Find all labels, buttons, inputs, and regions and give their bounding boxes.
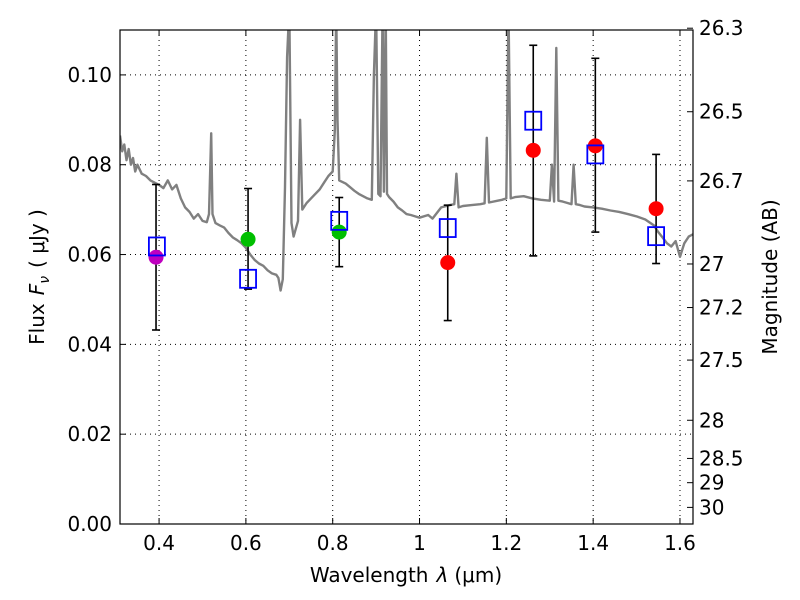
- y2-tick-label: 26.7: [699, 169, 744, 193]
- y-tick-label: 0.06: [67, 243, 112, 267]
- x-tick-label: 0.6: [230, 531, 262, 555]
- y-tick-label: 0.00: [67, 512, 112, 536]
- observed-point: [440, 255, 456, 271]
- spectrum-layer: [120, 30, 693, 292]
- x-tick-label: 0.4: [143, 531, 175, 555]
- y2-tick-label: 27: [699, 252, 724, 276]
- y2-tick-label: 28: [699, 408, 724, 432]
- y2-tick-label: 27.5: [699, 348, 744, 372]
- x-tick-label: 1.2: [490, 531, 522, 555]
- model-point: [330, 210, 349, 231]
- x-tick-label: 1.4: [577, 531, 609, 555]
- observed-point: [148, 249, 164, 265]
- y2-tick-label: 29: [699, 471, 724, 495]
- model-point: [647, 226, 666, 247]
- observed-point: [240, 231, 256, 247]
- y-tick-label: 0.02: [67, 422, 112, 446]
- x-tick-label: 1: [413, 531, 426, 555]
- model-points-layer: [147, 110, 666, 289]
- observed-point: [331, 224, 347, 240]
- x-axis-label: Wavelength λ (μm): [310, 563, 502, 587]
- observed-point: [648, 201, 664, 217]
- model-point: [586, 144, 605, 165]
- axis-ticks: 0.4 0.6 0.8 1 1.2 1.4 1.6 0.00 0.02 0.04 0.06 0.08 0…: [67, 16, 743, 555]
- model-point: [147, 236, 166, 257]
- y-tick-label: 0.10: [67, 63, 112, 87]
- x-tick-label: 1.6: [664, 531, 696, 555]
- y2-tick-label: 28.5: [699, 446, 744, 470]
- y-tick-label: 0.08: [67, 153, 112, 177]
- observed-point: [525, 142, 541, 158]
- y2-tick-label: 26.3: [699, 16, 744, 40]
- y2-axis-label: Magnitude (AB): [758, 199, 782, 354]
- y2-tick-label: 26.5: [699, 100, 744, 124]
- y2-tick-label: 27.2: [699, 296, 744, 320]
- y2-tick-label: 30: [699, 495, 724, 519]
- model-point: [438, 218, 457, 238]
- plot-frame: [119, 29, 694, 525]
- y-axis-label: FluxFν( μJy ): [25, 209, 53, 345]
- model-point: [239, 268, 257, 289]
- model-point: [524, 110, 543, 131]
- y-tick-label: 0.04: [67, 332, 112, 356]
- spectrum-line: [120, 30, 693, 292]
- observed-points-layer: [148, 138, 664, 271]
- x-tick-label: 0.8: [317, 531, 349, 555]
